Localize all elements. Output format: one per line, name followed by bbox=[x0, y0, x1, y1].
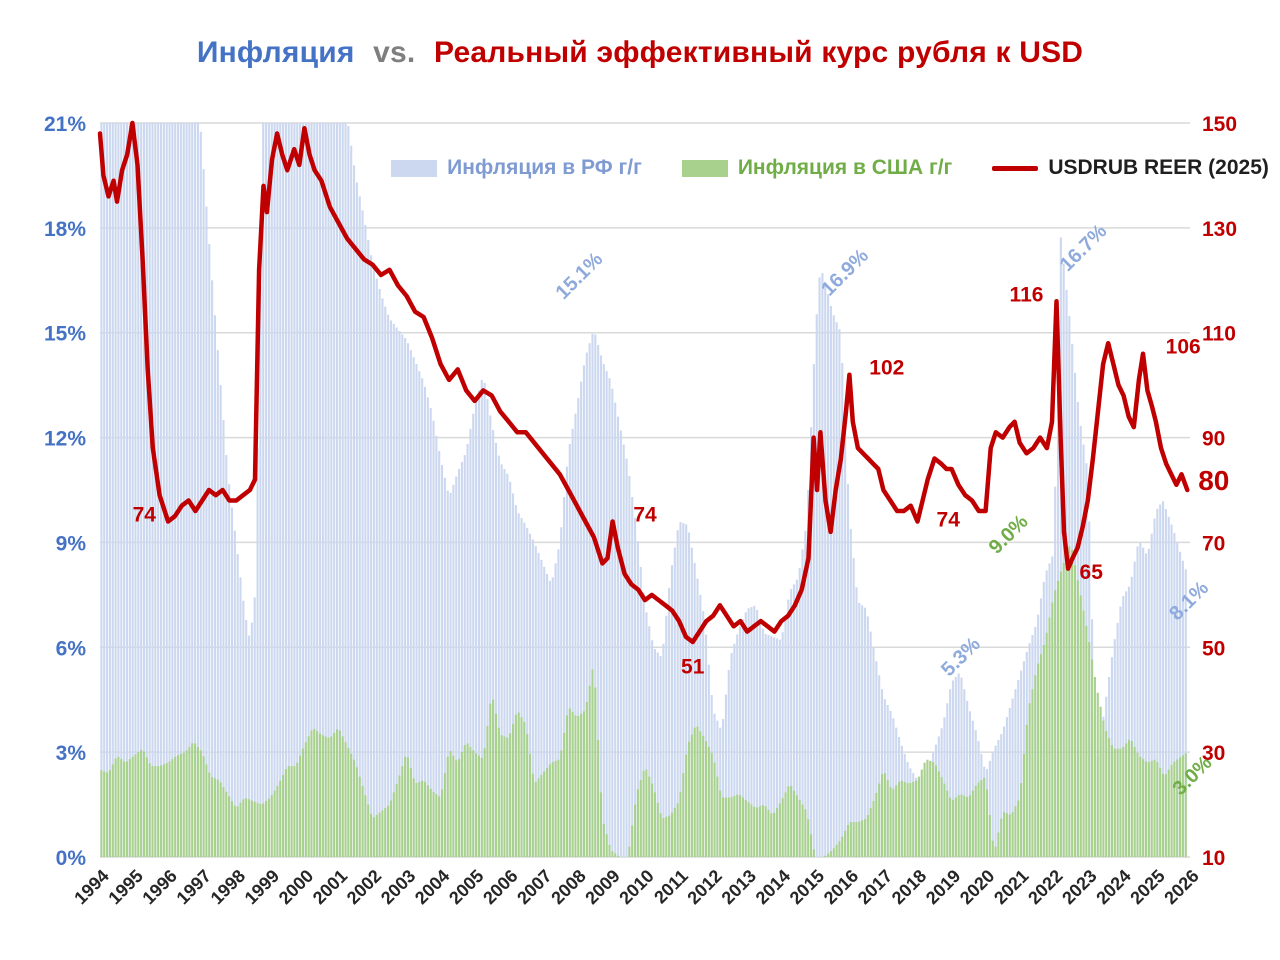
legend: Инфляция в РФ г/г Инфляция в США г/г USD… bbox=[391, 156, 1269, 180]
svg-text:16.9%: 16.9% bbox=[817, 245, 873, 301]
svg-text:1994: 1994 bbox=[70, 866, 112, 908]
svg-text:2009: 2009 bbox=[581, 866, 623, 908]
svg-text:70: 70 bbox=[1202, 532, 1225, 555]
svg-text:2002: 2002 bbox=[343, 866, 385, 908]
svg-text:9%: 9% bbox=[56, 532, 87, 555]
svg-text:30: 30 bbox=[1202, 742, 1225, 765]
svg-text:2004: 2004 bbox=[411, 866, 453, 908]
svg-text:65: 65 bbox=[1080, 561, 1104, 584]
svg-text:2008: 2008 bbox=[547, 866, 589, 908]
svg-text:2021: 2021 bbox=[990, 866, 1032, 908]
svg-text:51: 51 bbox=[681, 656, 705, 679]
svg-text:2019: 2019 bbox=[922, 866, 964, 908]
legend-swatch-ru-icon bbox=[391, 159, 438, 177]
svg-text:2018: 2018 bbox=[888, 866, 930, 908]
svg-text:15.1%: 15.1% bbox=[552, 248, 608, 304]
svg-text:2025: 2025 bbox=[1126, 866, 1168, 908]
ru-inflation-bars bbox=[100, 123, 1187, 858]
svg-text:2000: 2000 bbox=[275, 866, 317, 908]
svg-text:6%: 6% bbox=[56, 637, 87, 660]
gridlines bbox=[100, 122, 1190, 858]
svg-text:15%: 15% bbox=[44, 323, 86, 346]
svg-text:2020: 2020 bbox=[956, 866, 998, 908]
svg-text:9.0%: 9.0% bbox=[985, 511, 1033, 559]
title-part-vs: vs. bbox=[373, 36, 416, 69]
title-part-reer: Реальный эффективный курс рубля к USD bbox=[434, 36, 1084, 69]
svg-text:2007: 2007 bbox=[513, 866, 555, 908]
svg-text:2010: 2010 bbox=[615, 866, 657, 908]
svg-text:74: 74 bbox=[937, 509, 961, 532]
svg-text:150: 150 bbox=[1202, 113, 1237, 136]
legend-item-us-inflation: Инфляция в США г/г bbox=[681, 156, 953, 180]
svg-text:18%: 18% bbox=[44, 218, 86, 241]
svg-text:80: 80 bbox=[1198, 465, 1229, 496]
svg-text:2012: 2012 bbox=[683, 866, 725, 908]
legend-swatch-reer-line-icon bbox=[992, 165, 1039, 171]
svg-text:12%: 12% bbox=[44, 428, 86, 451]
legend-item-reer: USDRUB REER (2025) bbox=[992, 156, 1269, 180]
svg-text:1995: 1995 bbox=[104, 866, 146, 908]
svg-text:1998: 1998 bbox=[207, 866, 249, 908]
svg-text:2011: 2011 bbox=[650, 866, 692, 908]
svg-text:0%: 0% bbox=[56, 847, 87, 870]
left-axis-labels: 0% 3% 6% 9% 12% 15% 18% 21% bbox=[44, 113, 86, 870]
svg-text:2005: 2005 bbox=[445, 866, 487, 908]
legend-label-ru: Инфляция в РФ г/г bbox=[447, 156, 642, 179]
svg-text:74: 74 bbox=[133, 504, 157, 527]
svg-text:2014: 2014 bbox=[752, 866, 794, 908]
svg-text:110: 110 bbox=[1202, 323, 1236, 346]
svg-text:1999: 1999 bbox=[241, 866, 283, 908]
svg-text:2015: 2015 bbox=[786, 866, 828, 908]
svg-text:2006: 2006 bbox=[479, 866, 521, 908]
svg-text:106: 106 bbox=[1166, 336, 1201, 359]
svg-text:90: 90 bbox=[1202, 428, 1225, 451]
svg-text:1997: 1997 bbox=[173, 866, 215, 908]
svg-text:2016: 2016 bbox=[820, 866, 862, 908]
svg-text:130: 130 bbox=[1202, 218, 1237, 241]
right-axis-labels: 10 30 50 70 90 110 130 150 bbox=[1202, 113, 1237, 870]
chart-title: Инфляция vs. Реальный эффективный курс р… bbox=[0, 36, 1280, 70]
svg-text:2026: 2026 bbox=[1160, 866, 1202, 908]
svg-text:116: 116 bbox=[1010, 283, 1044, 306]
svg-text:102: 102 bbox=[869, 357, 904, 380]
legend-label-us: Инфляция в США г/г bbox=[737, 156, 953, 179]
svg-text:2022: 2022 bbox=[1024, 866, 1066, 908]
title-part-inflation: Инфляция bbox=[196, 36, 355, 69]
legend-label-reer: USDRUB REER (2025) bbox=[1048, 156, 1269, 179]
svg-text:21%: 21% bbox=[44, 113, 86, 136]
svg-text:2001: 2001 bbox=[309, 866, 351, 908]
svg-text:5.3%: 5.3% bbox=[937, 633, 985, 681]
svg-text:2013: 2013 bbox=[718, 866, 760, 908]
svg-text:74: 74 bbox=[633, 504, 657, 527]
svg-text:50: 50 bbox=[1202, 637, 1225, 660]
reer-line-series bbox=[97, 120, 1190, 645]
svg-text:2003: 2003 bbox=[377, 866, 419, 908]
svg-text:2024: 2024 bbox=[1092, 866, 1134, 908]
x-axis-labels: 1994199519961997199819992000200120022003… bbox=[70, 866, 1202, 908]
svg-text:3%: 3% bbox=[56, 742, 87, 765]
svg-text:1996: 1996 bbox=[138, 866, 180, 908]
us-inflation-bars bbox=[100, 546, 1187, 857]
svg-text:2023: 2023 bbox=[1058, 866, 1100, 908]
legend-swatch-us-icon bbox=[681, 159, 728, 177]
svg-text:10: 10 bbox=[1202, 847, 1225, 870]
legend-item-ru-inflation: Инфляция в РФ г/г bbox=[391, 156, 642, 180]
svg-text:2017: 2017 bbox=[854, 866, 896, 908]
